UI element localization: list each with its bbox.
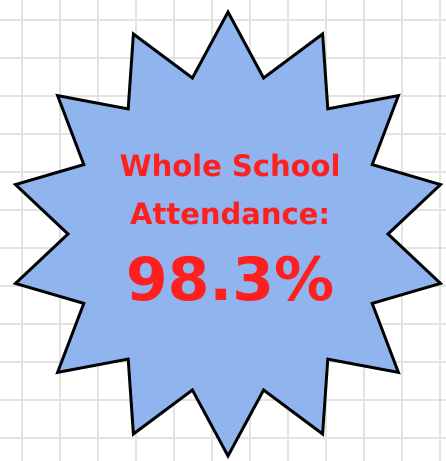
attendance-value: 98.3% [126, 245, 334, 315]
starburst [12, 8, 444, 460]
label-line: Attendance: [130, 197, 330, 231]
label-line: Whole School [120, 149, 341, 183]
